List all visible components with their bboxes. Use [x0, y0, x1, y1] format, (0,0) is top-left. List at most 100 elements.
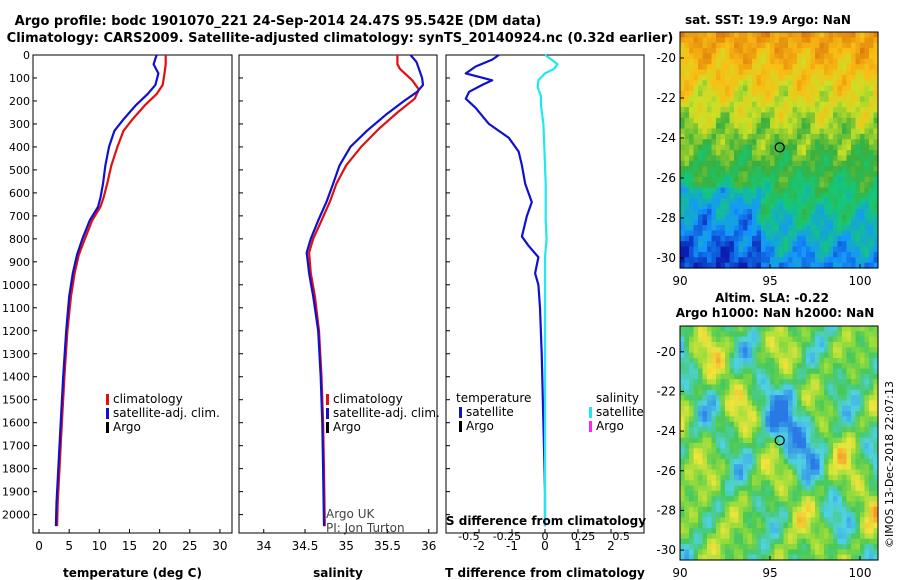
map-cell — [842, 347, 848, 354]
map-cell — [743, 209, 749, 215]
series-line-climatology — [56, 55, 167, 527]
map-cell — [860, 58, 866, 65]
map-cell — [837, 405, 843, 412]
map-cell — [729, 241, 735, 248]
map-cell — [702, 123, 708, 130]
map-cell — [779, 341, 785, 348]
map-cell — [792, 96, 798, 103]
map-cell — [680, 74, 686, 81]
map-cell — [801, 490, 807, 497]
map-cell — [734, 389, 740, 396]
map-cell — [779, 176, 785, 183]
map-cell — [689, 53, 695, 60]
map-cell — [873, 517, 879, 524]
map-cell — [810, 139, 816, 146]
map-cell — [734, 443, 740, 449]
map-cell — [756, 176, 762, 183]
map-cell — [689, 501, 695, 508]
map-cell — [842, 230, 848, 237]
map-cell — [864, 112, 870, 119]
y-tick-label: 200 — [9, 95, 30, 108]
map-cell — [860, 192, 866, 199]
map-cell — [743, 400, 749, 407]
y-tick-label: 400 — [9, 141, 30, 154]
map-cell — [693, 384, 699, 391]
secondary-tick-label: -0.5 — [458, 530, 479, 543]
map-cell — [734, 251, 740, 258]
map-cell — [734, 123, 740, 130]
map-cell — [797, 448, 803, 455]
map-cell — [819, 501, 825, 508]
map-cell — [689, 160, 695, 167]
map-cell — [810, 58, 816, 65]
map-cell — [792, 171, 798, 178]
map-cell — [873, 133, 879, 140]
map-cell — [684, 506, 690, 513]
map-cell — [819, 214, 825, 221]
map-cell — [680, 464, 686, 471]
map-cell — [716, 368, 722, 375]
map-cell — [761, 533, 767, 540]
map-cell — [779, 139, 785, 146]
map-cell — [716, 528, 722, 535]
map-cell — [684, 501, 690, 508]
map-cell — [702, 96, 708, 103]
map-cell — [819, 209, 825, 215]
map-cell — [846, 241, 852, 248]
map-cell — [734, 400, 740, 407]
map-cell — [774, 554, 780, 561]
map-cell — [788, 160, 794, 167]
map-cell — [842, 464, 848, 471]
map-cell — [756, 32, 762, 38]
map-cell — [711, 230, 717, 237]
map-cell — [806, 80, 812, 87]
map-cell — [860, 37, 866, 44]
map-cell — [842, 198, 848, 205]
map-cell — [702, 230, 708, 237]
map-cell — [864, 144, 870, 151]
map-cell — [747, 474, 753, 481]
map-cell — [806, 85, 812, 92]
map-cell — [698, 251, 704, 258]
map-cell — [720, 427, 726, 433]
map-cell — [792, 144, 798, 151]
map-cell — [725, 257, 731, 264]
map-cell — [779, 262, 785, 269]
map-cell — [833, 554, 839, 561]
map-cell — [824, 341, 830, 348]
map-cell — [837, 331, 843, 338]
map-cell — [801, 128, 807, 135]
map-cell — [851, 522, 857, 529]
map-cell — [842, 69, 848, 76]
map-cell — [864, 331, 870, 338]
map-cell — [788, 416, 794, 423]
map-cell — [842, 336, 848, 343]
map-cell — [716, 480, 722, 487]
map-cell — [747, 437, 753, 444]
map-cell — [770, 85, 776, 92]
map-cell — [792, 230, 798, 237]
map-cell — [774, 203, 780, 210]
map-cell — [680, 421, 686, 428]
map-cell — [783, 464, 789, 471]
map-cell — [783, 225, 789, 232]
map-cell — [783, 133, 789, 140]
map-cell — [824, 352, 830, 359]
map-cell — [716, 458, 722, 465]
map-cell — [725, 379, 731, 386]
map-cell — [824, 395, 830, 402]
map-cell — [797, 490, 803, 497]
map-cell — [689, 485, 695, 492]
map-cell — [837, 133, 843, 140]
map-cell — [801, 187, 807, 194]
map-cell — [684, 150, 690, 156]
map-cell — [689, 512, 695, 519]
map-cell — [824, 64, 830, 71]
map-cell — [819, 139, 825, 146]
map-cell — [864, 538, 870, 545]
map-cell — [725, 480, 731, 487]
map-cell — [824, 182, 830, 189]
map-cell — [707, 257, 713, 264]
map-cell — [756, 96, 762, 103]
map-cell — [756, 219, 762, 226]
